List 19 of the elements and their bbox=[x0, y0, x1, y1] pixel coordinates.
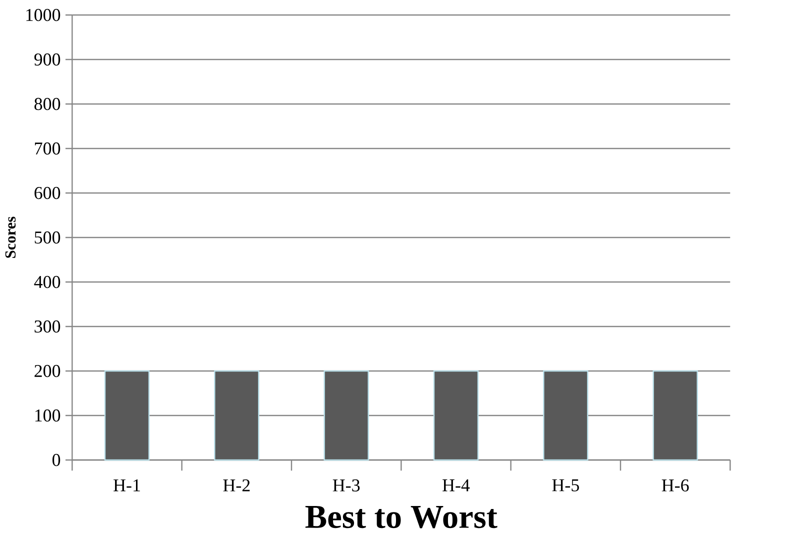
y-tick-label: 100 bbox=[35, 409, 60, 422]
y-tick-label: 200 bbox=[34, 364, 60, 378]
x-tick-label: H-5 bbox=[552, 479, 579, 492]
x-axis-title: Best to Worst bbox=[305, 506, 498, 528]
y-tick-label: 700 bbox=[34, 142, 60, 155]
y-tick-label: 800 bbox=[34, 98, 60, 110]
y-tick-label: 300 bbox=[34, 320, 60, 333]
x-tick-label: H-4 bbox=[442, 479, 470, 492]
x-tick-label: H-6 bbox=[662, 479, 689, 492]
y-tick-label: 900 bbox=[34, 53, 60, 66]
y-tick-label: 1000 bbox=[26, 8, 60, 22]
y-axis-title: Scores bbox=[5, 216, 16, 258]
y-tick-label: 0 bbox=[52, 454, 60, 466]
y-tick-label: 600 bbox=[34, 186, 60, 200]
x-tick-label: H-1 bbox=[114, 479, 140, 492]
x-tick-label: H-3 bbox=[332, 479, 360, 492]
y-tick-label: 500 bbox=[34, 231, 60, 244]
y-tick-label: 400 bbox=[34, 276, 60, 288]
x-tick-label: H-2 bbox=[223, 479, 250, 492]
